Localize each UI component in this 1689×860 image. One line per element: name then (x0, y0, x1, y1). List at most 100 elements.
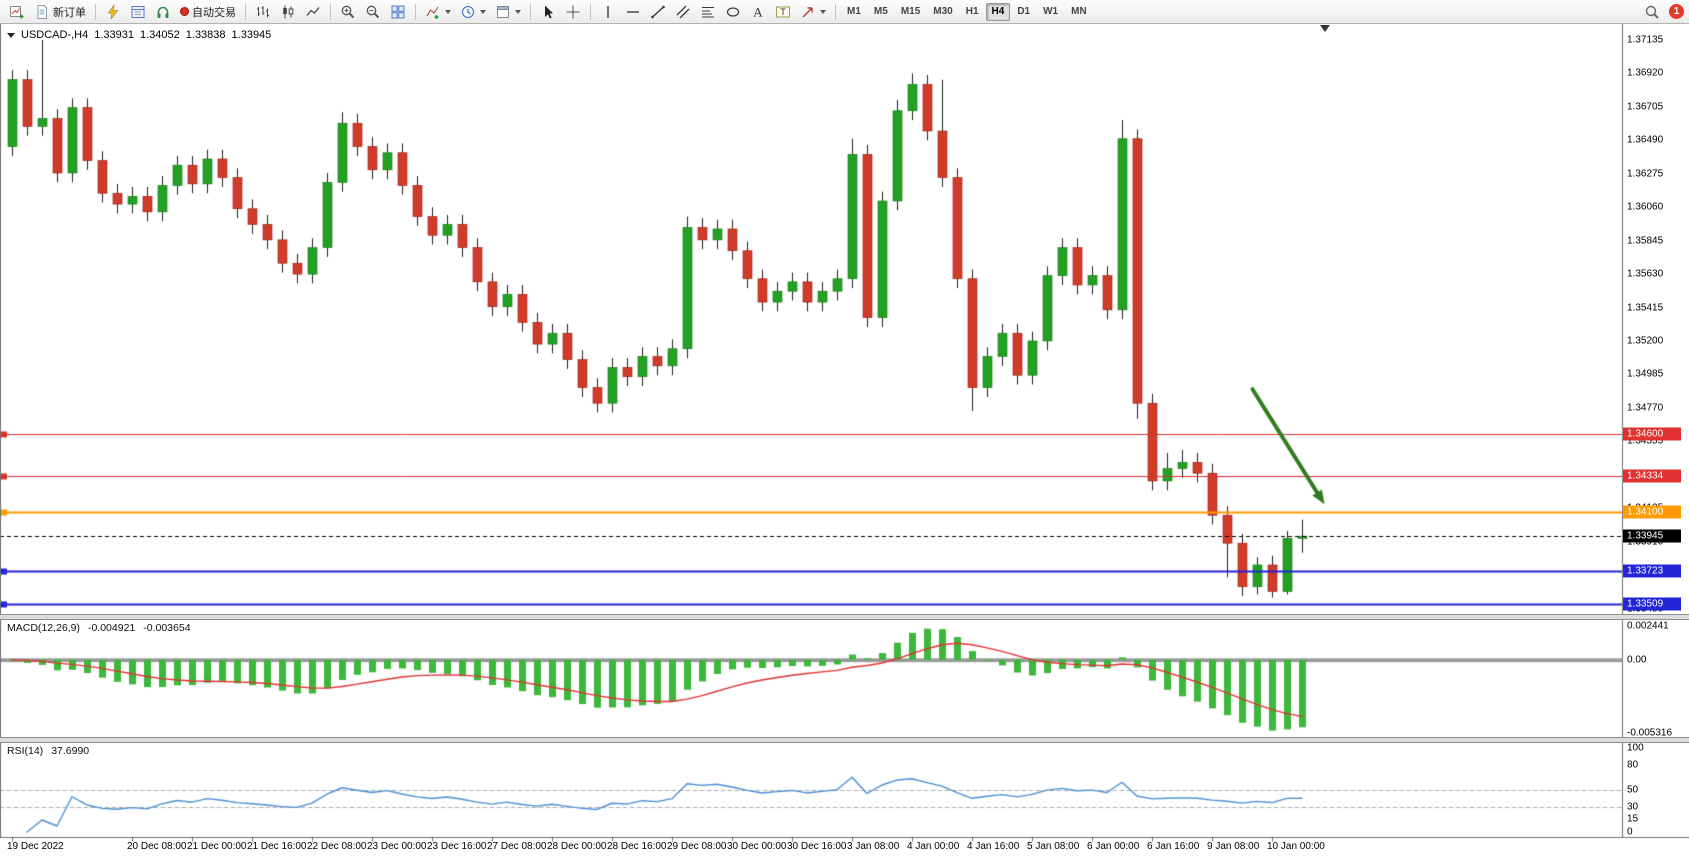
zoom-out-button[interactable] (361, 2, 385, 22)
toolbar-separator (330, 3, 331, 20)
metaeditor-button[interactable] (101, 2, 125, 22)
timeframe-h1[interactable]: H1 (965, 5, 979, 17)
text-button[interactable]: A (746, 2, 770, 22)
trendline-icon (651, 5, 665, 18)
timeframe-m1[interactable]: M1 (847, 5, 861, 17)
timeframe-m5[interactable]: M5 (873, 5, 888, 17)
panel-separator-rsi[interactable] (0, 737, 1689, 743)
candlestick-chart-icon (283, 5, 294, 18)
cursor-button[interactable] (536, 2, 560, 22)
macd-label: MACD(12,26,9) (7, 622, 80, 634)
tile-windows-button[interactable] (386, 2, 410, 22)
new-chart-icon (10, 5, 24, 18)
vertical-line-icon (607, 5, 609, 18)
line-chart-button[interactable] (301, 2, 325, 22)
toolbar-separator (590, 3, 591, 20)
chart-shift-marker (1320, 25, 1330, 32)
macd-main-value: -0.004921 (87, 622, 136, 634)
channel-icon (676, 5, 690, 18)
svg-text:A: A (753, 4, 763, 19)
svg-text:T: T (780, 7, 786, 17)
toolbar-separator (530, 3, 531, 20)
indicators-button[interactable] (421, 2, 455, 22)
channel-button[interactable] (671, 2, 695, 22)
zoom-in-icon (341, 5, 355, 18)
arrows-icon (802, 6, 813, 17)
zoom-out-icon (366, 5, 380, 18)
price-level-tag[interactable]: 1.33509 (1623, 597, 1681, 611)
timeframe-d1[interactable]: D1 (1017, 5, 1031, 17)
templates-icon (497, 5, 509, 18)
symbol-period-label: USDCAD-,H4 (21, 29, 89, 41)
autotrading-label: 自动交易 (192, 6, 236, 19)
notification-badge[interactable]: 1 (1669, 4, 1684, 19)
support-button[interactable] (151, 2, 175, 22)
toolbar-separator (835, 3, 836, 20)
periods-button[interactable] (456, 2, 490, 22)
ohlc-close: 1.33945 (231, 29, 272, 41)
new-order-icon (37, 4, 47, 19)
horizontal-line-button[interactable] (621, 2, 645, 22)
new-order-label: 新订单 (53, 6, 86, 19)
new-order-button[interactable]: 新订单 (30, 2, 90, 22)
ohlc-high: 1.34052 (140, 29, 180, 41)
chevron-down-icon (515, 9, 521, 14)
candlestick-chart-button[interactable] (276, 2, 300, 22)
toolbar-separator (415, 3, 416, 20)
crosshair-icon (566, 5, 580, 18)
lightning-icon (107, 3, 119, 19)
timeframe-group: M1 M5 M15 M30 H1 H4 D1 W1 MN (841, 2, 1093, 21)
price-level-tag[interactable]: 1.34100 (1623, 505, 1681, 519)
shapes-button[interactable] (721, 2, 745, 22)
bar-chart-icon (257, 5, 269, 17)
search-button[interactable] (1640, 2, 1664, 22)
vertical-line-button[interactable] (596, 2, 620, 22)
toolbar-separator (245, 3, 246, 20)
crosshair-button[interactable] (561, 2, 585, 22)
ohlc-open: 1.33931 (94, 29, 134, 41)
chevron-down-icon (480, 9, 486, 14)
search-icon (1645, 5, 1659, 19)
new-chart-button[interactable] (5, 2, 29, 22)
trendline-button[interactable] (646, 2, 670, 22)
panel-separator-macd[interactable] (0, 614, 1689, 620)
timeframe-m15[interactable]: M15 (900, 5, 921, 17)
cursor-icon (545, 5, 553, 18)
text-label-icon: T (776, 6, 790, 17)
price-level-tag[interactable]: 1.34600 (1623, 427, 1681, 441)
bar-chart-button[interactable] (251, 2, 275, 22)
ellipse-icon (726, 6, 740, 17)
price-level-tag[interactable]: 1.34334 (1623, 469, 1681, 483)
rsi-header: RSI(14) 37.6990 (7, 745, 89, 757)
templates-button[interactable] (491, 2, 525, 22)
timeframe-h4[interactable]: H4 (985, 2, 1011, 21)
timeframe-mn[interactable]: MN (1071, 5, 1087, 17)
autotrading-status-icon (180, 7, 189, 16)
tile-windows-icon (391, 5, 405, 18)
text-label-button[interactable]: T (771, 2, 795, 22)
rsi-value: 37.6990 (51, 745, 90, 757)
zoom-in-button[interactable] (336, 2, 360, 22)
data-window-button[interactable] (126, 2, 150, 22)
current-price-tag[interactable]: 1.33945 (1623, 529, 1681, 543)
clock-icon (462, 5, 474, 18)
text-icon: A (753, 4, 763, 19)
toolbar-separator (95, 3, 96, 20)
chevron-down-icon (445, 9, 451, 14)
macd-header: MACD(12,26,9) -0.004921 -0.003654 (7, 622, 191, 634)
arrow-annotation[interactable] (1248, 382, 1332, 508)
macd-signal-value: -0.003654 (143, 622, 191, 634)
autotrading-button[interactable]: 自动交易 (176, 2, 240, 22)
toolbar: 新订单 自动交易 A T M1 M5 M15 M30 H1 H4 D1 W1 MN 1 (0, 0, 1689, 24)
symbol-dropdown-icon (7, 32, 15, 38)
fibonacci-button[interactable] (696, 2, 720, 22)
chevron-down-icon (820, 9, 826, 14)
rsi-label: RSI(14) (7, 745, 44, 757)
price-level-tag[interactable]: 1.33723 (1623, 564, 1681, 578)
timeframe-m30[interactable]: M30 (933, 5, 953, 17)
headset-icon (157, 6, 169, 18)
arrows-button[interactable] (796, 2, 830, 22)
timeframe-w1[interactable]: W1 (1043, 5, 1059, 17)
ohlc-low: 1.33838 (185, 29, 226, 41)
